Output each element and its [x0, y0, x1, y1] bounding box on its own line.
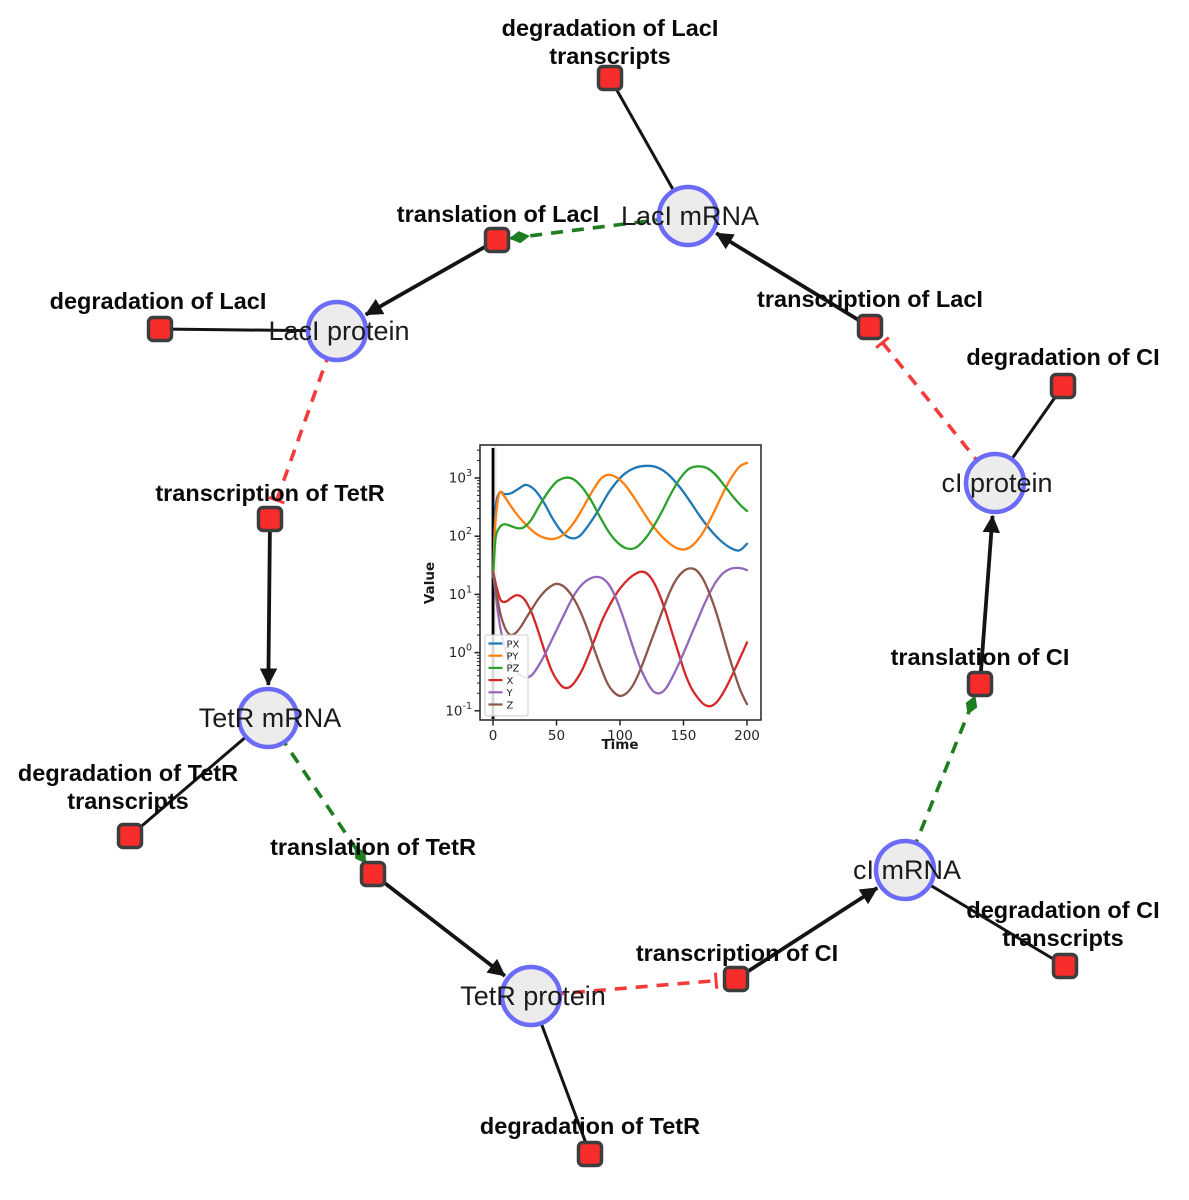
y-tick-label: 103 [449, 468, 472, 487]
species-node-ci_protein[interactable] [963, 451, 1027, 515]
reaction-label-transl_ci-line1: translation of CI [891, 644, 1070, 670]
species-label-laci_mrna: LacI mRNA [621, 201, 759, 231]
reaction-node-transl_tetr[interactable] [359, 860, 387, 888]
reaction-node-deg_ci_tx[interactable] [1051, 952, 1079, 980]
reaction-label-transl_tetr-line1: translation of TetR [270, 834, 476, 860]
legend-label-X: X [507, 676, 514, 687]
series-line-PY [491, 461, 749, 579]
plot-frame [479, 444, 762, 721]
species-label-ci_protein: cI protein [941, 468, 1052, 498]
x-tick-label: 0 [489, 728, 498, 744]
x-axis-title: Time [601, 737, 638, 753]
reaction-label-deg_ci_tx-line1: degradation of CI [966, 897, 1159, 923]
edge-production-tc_tetr-tetr_mrna [259, 518, 278, 686]
legend-label-Y: Y [506, 688, 514, 699]
y-tick-label: 10-1 [445, 701, 472, 720]
species-node-laci_protein[interactable] [305, 299, 369, 363]
labels-layer: LacI mRNA LacI protein TetR mRNA TetR prote… [18, 15, 1160, 1139]
reaction-node-tc_ci[interactable] [722, 965, 750, 993]
species-node-ci_mrna[interactable] [873, 838, 937, 902]
series-line-PZ [491, 465, 749, 579]
species-label-laci_protein: LacI protein [268, 316, 409, 346]
series-line-Z [491, 567, 749, 706]
species-label-tetr_mrna: TetR mRNA [199, 703, 342, 733]
reaction-label-tc_tetr-line1: transcription of TetR [155, 480, 384, 506]
legend-label-Z: Z [507, 700, 514, 711]
x-tick-label: 100 [607, 728, 633, 744]
reaction-label-deg_ci_tx-line2: transcripts [1002, 925, 1123, 951]
x-tick-label: 50 [548, 728, 565, 744]
reaction-node-deg_tetr_tx[interactable] [116, 822, 144, 850]
species-node-laci_mrna[interactable] [656, 184, 720, 248]
edge-production-tc_laci-laci_mrna [715, 231, 871, 329]
reaction-label-deg_tetr-line1: degradation of TetR [480, 1113, 700, 1139]
species-label-ci_mrna: cI mRNA [853, 855, 961, 885]
reaction-label-tc_ci-line1: transcription of CI [636, 940, 838, 966]
reaction-node-transl_laci[interactable] [483, 226, 511, 254]
reaction-label-deg_tetr_tx-line2: transcripts [67, 788, 188, 814]
reaction-label-deg_laci_tx-line1: degradation of LacI [502, 15, 719, 41]
reaction-node-deg_ci[interactable] [1049, 372, 1077, 400]
legend-label-PX: PX [507, 639, 520, 650]
series-line-X [491, 570, 749, 708]
reaction-label-tc_laci-line1: transcription of LacI [757, 286, 983, 312]
legend-label-PY: PY [507, 652, 520, 663]
legend-label-PZ: PZ [507, 664, 520, 675]
y-tick-label: 102 [449, 526, 472, 545]
y-axis-title: Value [422, 562, 438, 604]
reaction-node-deg_laci[interactable] [146, 315, 174, 343]
series-line-PX [491, 464, 749, 579]
edge-production-transl_ci-ci_protein [978, 515, 1001, 685]
species-node-tetr_mrna[interactable] [236, 686, 300, 750]
edge-production-tc_ci-ci_mrna [734, 886, 879, 981]
x-tick-label: 150 [671, 728, 697, 744]
reaction-label-deg_laci-line1: degradation of LacI [50, 288, 267, 314]
reaction-node-deg_laci_tx[interactable] [596, 64, 624, 92]
species-label-tetr_protein: TetR protein [460, 981, 606, 1011]
species-node-tetr_protein[interactable] [499, 964, 563, 1028]
nodes-layer [116, 64, 1079, 1168]
y-tick-label: 100 [449, 643, 472, 662]
reaction-node-deg_tetr[interactable] [576, 1140, 604, 1168]
reaction-node-tc_tetr[interactable] [256, 505, 284, 533]
edge-production-transl_tetr-tetr_protein [371, 872, 507, 978]
reaction-label-deg_tetr_tx-line1: degradation of TetR [18, 760, 238, 786]
reaction-node-transl_ci[interactable] [966, 670, 994, 698]
edge-production-transl_laci-laci_protein [364, 238, 498, 317]
y-tick-label: 101 [449, 584, 472, 603]
x-tick-label: 200 [734, 728, 760, 744]
reaction-node-tc_laci[interactable] [856, 313, 884, 341]
reaction-label-deg_laci_tx-line2: transcripts [549, 43, 670, 69]
reaction-label-transl_laci-line1: translation of LacI [397, 201, 599, 227]
reaction-label-deg_ci-line1: degradation of CI [966, 344, 1159, 370]
